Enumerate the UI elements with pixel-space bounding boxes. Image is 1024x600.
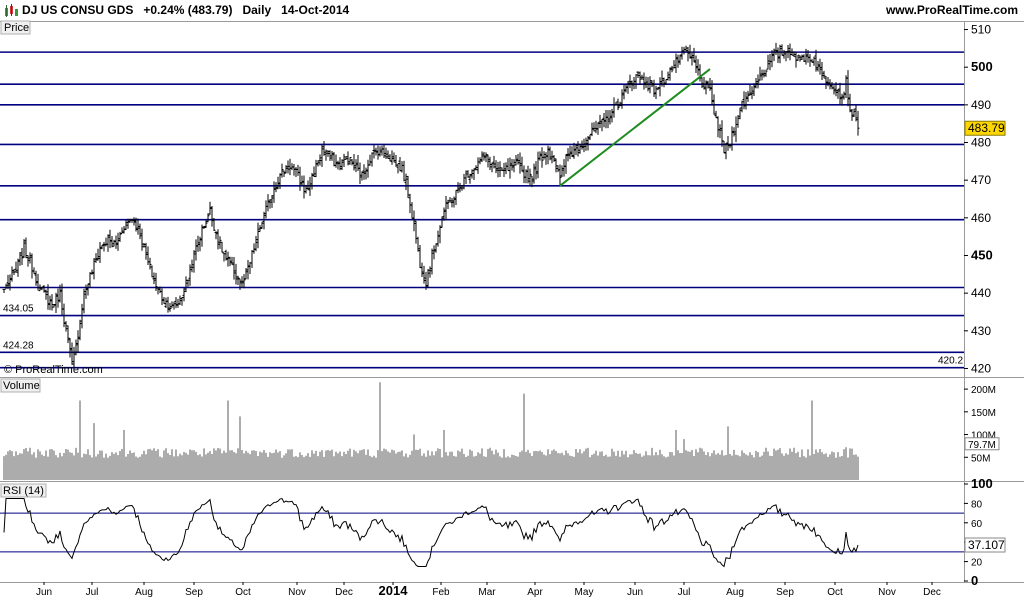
date-tick-label: May <box>575 587 594 598</box>
site-url[interactable]: www.ProRealTime.com <box>885 3 1018 17</box>
ticker-name: DJ US CONSU GDS <box>22 3 134 17</box>
chart-date: 14-Oct-2014 <box>281 3 350 17</box>
price-tick-label: 500 <box>971 59 993 74</box>
volume-tick-label: 150M <box>971 408 996 419</box>
rsi-tick-label: 0 <box>971 573 978 588</box>
copyright-label: © ProRealTime.com <box>4 364 103 376</box>
rsi-series <box>3 497 859 568</box>
panel-label-volume[interactable]: Volume <box>0 378 41 393</box>
volume-panel-label: Volume <box>3 380 40 392</box>
last-volume-label: 79.7M <box>968 440 996 451</box>
date-axis: Jun Jul Aug Sep Oct Nov Dec 2014 Feb Mar Apr May Jun… <box>36 582 941 598</box>
trendline[interactable] <box>559 68 711 187</box>
date-tick-label: Nov <box>878 587 896 598</box>
panel-frames <box>0 21 1024 583</box>
date-tick-label: Aug <box>726 587 744 598</box>
level-label: 434.05 <box>3 304 34 315</box>
level-labels: 434.05 424.28 420.2 <box>3 304 963 367</box>
rsi-tick-label: 20 <box>971 558 983 569</box>
last-rsi-marker: 37.107 <box>964 537 1006 553</box>
level-label: 420.2 <box>938 356 963 367</box>
price-tick-label: 440 <box>971 286 991 300</box>
date-tick-label: Oct <box>827 587 843 598</box>
date-tick-label: Dec <box>335 587 353 598</box>
period: Daily <box>242 3 272 17</box>
horizontal-levels <box>0 51 964 369</box>
candlestick-icon <box>5 4 18 17</box>
date-tick-label: Apr <box>527 587 543 598</box>
date-tick-label: Jul <box>678 587 691 598</box>
price-change: +0.24% (483.79) <box>143 3 233 17</box>
volume-tick-label: 50M <box>971 453 990 464</box>
trendline-segment <box>559 68 711 187</box>
last-volume-box <box>964 437 1000 451</box>
volume-bars <box>3 382 859 480</box>
price-tick-label: 480 <box>971 136 991 150</box>
date-tick-label: Sep <box>776 587 794 598</box>
last-volume-marker: 79.7M <box>964 437 1000 451</box>
date-tick-label: Nov <box>288 587 306 598</box>
last-price-label: 483.79 <box>968 121 1005 135</box>
rsi-bands <box>0 512 964 553</box>
rsi-tick-label: 60 <box>971 519 983 530</box>
rsi-line <box>3 497 859 568</box>
panel-label-price[interactable]: Price <box>0 20 31 35</box>
date-tick-label: Oct <box>235 587 251 598</box>
rsi-axis: 020406080100 <box>964 476 993 588</box>
date-tick-label: 2014 <box>379 583 409 598</box>
price-tick-label: 460 <box>971 211 991 225</box>
date-tick-label: Aug <box>135 587 153 598</box>
volume-axis: 200M 150M 100M 50M <box>964 385 996 464</box>
rsi-panel-label: RSI (14) <box>3 485 44 497</box>
price-bars <box>2 42 860 368</box>
rsi-tick-label: 80 <box>971 499 983 510</box>
volume-tick-label: 100M <box>971 431 996 442</box>
date-tick-label: Jun <box>36 587 52 598</box>
last-price-marker: 483.79 <box>964 120 1006 136</box>
last-rsi-box <box>964 537 1006 553</box>
price-panel-label: Price <box>4 22 29 34</box>
date-tick-label: Dec <box>923 587 941 598</box>
date-tick-label: Jun <box>627 587 643 598</box>
chart-title: DJ US CONSU GDS +0.24% (483.79) Daily 14… <box>22 3 349 17</box>
panel-label-rsi[interactable]: RSI (14) <box>0 483 47 498</box>
volume-tick-label: 200M <box>971 385 996 396</box>
date-tick-label: Jul <box>86 587 99 598</box>
price-tick-label: 490 <box>971 98 991 112</box>
price-axis: 420 430 440 450 460 470 480 490 500 510 <box>964 23 993 375</box>
price-tick-label: 470 <box>971 173 991 187</box>
price-tick-label: 510 <box>971 23 991 37</box>
last-price-box <box>964 120 1006 136</box>
price-tick-label: 420 <box>971 361 991 375</box>
price-tick-label: 450 <box>971 247 993 262</box>
date-tick-label: Sep <box>185 587 203 598</box>
date-tick-label: Mar <box>478 587 496 598</box>
rsi-tick-label: 100 <box>971 476 993 491</box>
level-label: 424.28 <box>3 340 34 351</box>
last-rsi-label: 37.107 <box>968 538 1005 552</box>
price-tick-label: 430 <box>971 324 991 338</box>
date-tick-label: Feb <box>432 587 450 598</box>
title-bar: DJ US CONSU GDS +0.24% (483.79) Daily 14… <box>0 0 1024 22</box>
